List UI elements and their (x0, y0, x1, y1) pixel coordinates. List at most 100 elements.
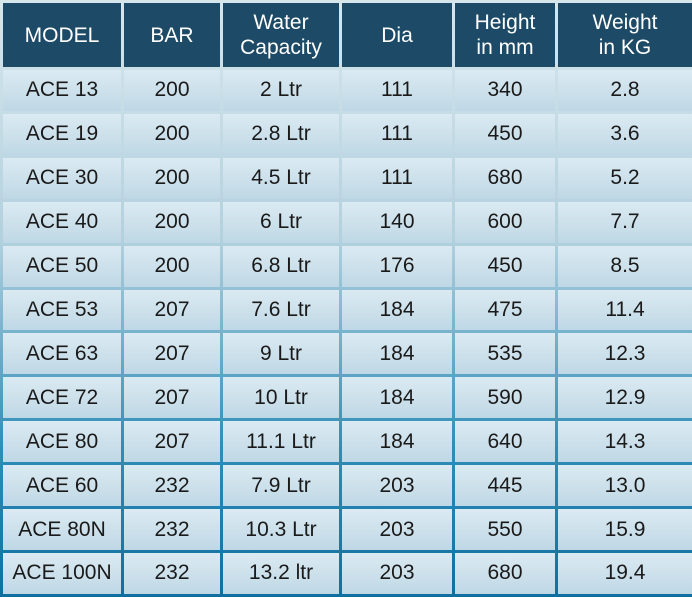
dia-cell: 184 (342, 421, 452, 463)
model-cell: ACE 30 (3, 157, 121, 199)
bar-cell: 232 (124, 552, 220, 594)
weight-cell: 14.3 (558, 421, 692, 463)
table-row: ACE 53 207 7.6 Ltr 184 475 11.4 (3, 289, 692, 331)
dia-cell: 203 (342, 552, 452, 594)
weight-cell: 11.4 (558, 289, 692, 331)
height-cell: 600 (455, 201, 555, 243)
water-capacity-cell: 4.5 Ltr (223, 157, 339, 199)
weight-cell: 3.6 (558, 113, 692, 155)
dia-header: Dia (342, 3, 452, 67)
bar-cell: 200 (124, 70, 220, 111)
bar-header: BAR (124, 3, 220, 67)
model-cell: ACE 80N (3, 509, 121, 550)
height-cell: 535 (455, 333, 555, 375)
bar-cell: 207 (124, 377, 220, 419)
model-cell: ACE 40 (3, 201, 121, 243)
bar-cell: 200 (124, 201, 220, 243)
water-capacity-cell: 6.8 Ltr (223, 245, 339, 287)
dia-cell: 111 (342, 157, 452, 199)
model-cell: ACE 80 (3, 421, 121, 463)
header-label-line1: Weight (592, 11, 658, 34)
weight-cell: 12.9 (558, 377, 692, 419)
weight-header: Weight in KG (558, 3, 692, 67)
bar-cell: 232 (124, 509, 220, 550)
model-cell: ACE 50 (3, 245, 121, 287)
weight-cell: 19.4 (558, 552, 692, 594)
table-row: ACE 19 200 2.8 Ltr 111 450 3.6 (3, 113, 692, 155)
water-capacity-cell: 2 Ltr (223, 70, 339, 111)
weight-cell: 5.2 (558, 157, 692, 199)
model-header: MODEL (3, 3, 121, 67)
header-label-line2: Capacity (240, 36, 322, 59)
bar-cell: 207 (124, 421, 220, 463)
table-row: ACE 60 232 7.9 Ltr 203 445 13.0 (3, 465, 692, 507)
water-capacity-cell: 2.8 Ltr (223, 113, 339, 155)
bar-cell: 232 (124, 465, 220, 507)
dia-cell: 111 (342, 113, 452, 155)
height-cell: 475 (455, 289, 555, 331)
dia-cell: 184 (342, 377, 452, 419)
table-row: ACE 100N 232 13.2 ltr 203 680 19.4 (3, 552, 692, 594)
dia-cell: 184 (342, 289, 452, 331)
dia-cell: 184 (342, 333, 452, 375)
table-row: ACE 50 200 6.8 Ltr 176 450 8.5 (3, 245, 692, 287)
height-cell: 640 (455, 421, 555, 463)
water-capacity-cell: 10 Ltr (223, 377, 339, 419)
weight-cell: 8.5 (558, 245, 692, 287)
weight-cell: 2.8 (558, 70, 692, 111)
dia-cell: 140 (342, 201, 452, 243)
table-row: ACE 72 207 10 Ltr 184 590 12.9 (3, 377, 692, 419)
header-row: MODEL BAR Water Capacity Dia Height in mm Weigh… (3, 3, 692, 67)
header-label-line1: MODEL (24, 23, 100, 47)
table-row: ACE 63 207 9 Ltr 184 535 12.3 (3, 333, 692, 375)
model-cell: ACE 13 (3, 70, 121, 111)
table-row: ACE 13 200 2 Ltr 111 340 2.8 (3, 70, 692, 111)
water-capacity-cell: 9 Ltr (223, 333, 339, 375)
height-cell: 680 (455, 552, 555, 594)
height-cell: 590 (455, 377, 555, 419)
bar-cell: 207 (124, 333, 220, 375)
model-cell: ACE 100N (3, 552, 121, 594)
weight-cell: 15.9 (558, 509, 692, 550)
model-cell: ACE 53 (3, 289, 121, 331)
water-capacity-header: Water Capacity (223, 3, 339, 67)
height-header: Height in mm (455, 3, 555, 67)
header-label-line2: in KG (598, 36, 652, 59)
water-capacity-cell: 6 Ltr (223, 201, 339, 243)
model-cell: ACE 60 (3, 465, 121, 507)
water-capacity-cell: 7.9 Ltr (223, 465, 339, 507)
bar-cell: 200 (124, 113, 220, 155)
bar-cell: 200 (124, 245, 220, 287)
model-cell: ACE 63 (3, 333, 121, 375)
table-row: ACE 80N 232 10.3 Ltr 203 550 15.9 (3, 509, 692, 550)
height-cell: 450 (455, 113, 555, 155)
table-row: ACE 40 200 6 Ltr 140 600 7.7 (3, 201, 692, 243)
weight-cell: 7.7 (558, 201, 692, 243)
dia-cell: 176 (342, 245, 452, 287)
header-label-line2: in mm (476, 36, 534, 59)
height-cell: 680 (455, 157, 555, 199)
weight-cell: 12.3 (558, 333, 692, 375)
height-cell: 550 (455, 509, 555, 550)
header-label-line1: Water (253, 11, 309, 34)
bar-cell: 207 (124, 289, 220, 331)
water-capacity-cell: 10.3 Ltr (223, 509, 339, 550)
water-capacity-cell: 13.2 ltr (223, 552, 339, 594)
weight-cell: 13.0 (558, 465, 692, 507)
header-label-line1: Height (474, 11, 536, 34)
header-label-line1: Dia (381, 23, 413, 47)
height-cell: 445 (455, 465, 555, 507)
height-cell: 450 (455, 245, 555, 287)
dia-cell: 111 (342, 70, 452, 111)
bar-cell: 200 (124, 157, 220, 199)
water-capacity-cell: 7.6 Ltr (223, 289, 339, 331)
model-cell: ACE 19 (3, 113, 121, 155)
table-row: ACE 80 207 11.1 Ltr 184 640 14.3 (3, 421, 692, 463)
dia-cell: 203 (342, 509, 452, 550)
dia-cell: 203 (342, 465, 452, 507)
height-cell: 340 (455, 70, 555, 111)
table-row: ACE 30 200 4.5 Ltr 111 680 5.2 (3, 157, 692, 199)
header-label-line1: BAR (150, 23, 194, 47)
